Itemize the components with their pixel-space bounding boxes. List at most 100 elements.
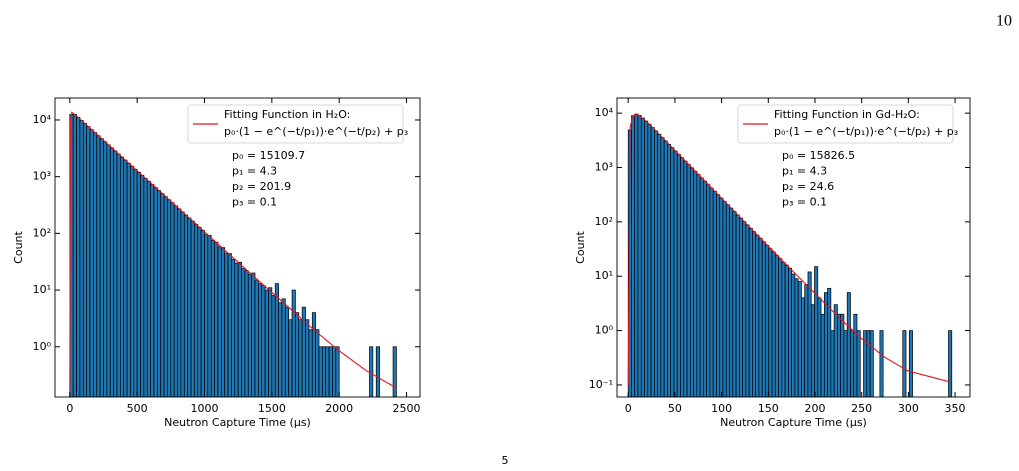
- y-tick-label: 10¹: [33, 283, 51, 296]
- x-tick-label: 100: [711, 402, 732, 415]
- bar: [82, 123, 88, 397]
- bar: [322, 346, 327, 397]
- bar: [190, 220, 195, 397]
- chart: 0 50 100 150 200 250 300 350 10⁻¹ 10⁰ 10¹ 10² 10³ 10⁴…: [574, 97, 971, 429]
- plot-frame: [616, 97, 971, 398]
- bar: [725, 204, 730, 397]
- y-tick-label: 10³: [595, 161, 613, 174]
- x-tick-label: 1000: [191, 402, 219, 415]
- bar: [231, 258, 236, 397]
- x-tick-label: 150: [758, 402, 779, 415]
- x-axis-label: Neutron Capture Time (μs): [720, 416, 867, 429]
- bar: [752, 231, 757, 397]
- legend-formula: p₀·(1 − e^(−t/p₁))·e^(−t/p₂) + p₃: [224, 125, 408, 138]
- bar: [204, 234, 209, 397]
- bar: [86, 126, 91, 397]
- bar: [686, 164, 691, 397]
- bar: [217, 246, 222, 397]
- bar: [742, 221, 747, 397]
- bar: [908, 330, 913, 397]
- bar: [771, 251, 776, 397]
- bar: [761, 241, 766, 397]
- bar: [722, 201, 727, 397]
- bar: [817, 297, 822, 397]
- bar: [264, 289, 269, 397]
- x-tick-label: 1500: [258, 402, 286, 415]
- legend-box: [737, 104, 954, 144]
- bar: [241, 268, 246, 397]
- y-axis-label: Count: [574, 230, 587, 263]
- bar: [654, 130, 658, 397]
- bar: [133, 168, 138, 397]
- y-tick-label: 10⁰: [33, 340, 52, 353]
- bar: [680, 157, 685, 397]
- bar: [699, 177, 704, 397]
- bar: [637, 115, 642, 397]
- fit-parameter: p₀ = 15826.5: [782, 149, 855, 162]
- x-tick-label: 300: [898, 402, 919, 415]
- bar: [305, 319, 310, 397]
- bar: [807, 271, 812, 397]
- x-tick-label: 200: [804, 402, 825, 415]
- legend-label: Fitting Function in H₂O:: [224, 108, 350, 121]
- bar: [670, 147, 675, 397]
- legend-label: Fitting Function in Gd-H₂O:: [774, 108, 920, 121]
- bar: [774, 255, 779, 397]
- legend-box: [187, 104, 404, 144]
- y-tick-label: 10⁴: [33, 113, 52, 126]
- bar: [278, 302, 283, 397]
- bar: [748, 227, 753, 397]
- bar: [194, 223, 199, 397]
- fit-parameter: p₃ = 0.1: [232, 196, 277, 209]
- bar: [833, 304, 838, 397]
- bar: [130, 165, 135, 397]
- bar: [153, 187, 158, 397]
- bar: [784, 264, 789, 397]
- bar: [247, 273, 252, 397]
- bar: [696, 174, 701, 397]
- bar: [794, 278, 799, 397]
- bar: [163, 196, 168, 397]
- bar: [375, 346, 380, 397]
- bar: [160, 193, 165, 397]
- bar: [948, 330, 953, 397]
- fit-parameter: p₁ = 4.3: [232, 165, 277, 178]
- y-tick-label: 10⁴: [595, 106, 614, 119]
- plot-frame: [54, 97, 421, 398]
- bar: [673, 150, 678, 397]
- fit-parameter: p₂ = 201.9: [232, 180, 291, 193]
- x-tick-label: 2500: [393, 402, 421, 415]
- bar: [846, 292, 851, 397]
- bar: [703, 180, 708, 397]
- bar: [214, 241, 219, 397]
- bar: [667, 144, 672, 397]
- bar: [693, 170, 698, 397]
- bar: [729, 207, 734, 397]
- bar: [150, 184, 155, 397]
- bar: [237, 261, 242, 397]
- bar: [140, 175, 145, 397]
- bar: [820, 313, 825, 397]
- bar: [126, 162, 131, 397]
- bar: [288, 319, 293, 397]
- bar: [332, 346, 337, 397]
- bar: [183, 214, 189, 397]
- bar: [244, 270, 249, 397]
- x-tick-label: 2000: [325, 402, 353, 415]
- bar: [788, 267, 792, 397]
- x-tick-label: 350: [945, 402, 966, 415]
- bar: [187, 217, 192, 397]
- bar: [109, 147, 114, 397]
- bar: [136, 171, 141, 397]
- fit-parameter: p₀ = 15109.7: [232, 149, 305, 162]
- bar: [96, 135, 101, 397]
- bar: [735, 214, 740, 397]
- bar: [197, 226, 202, 397]
- bar: [657, 133, 662, 397]
- bar: [850, 330, 855, 397]
- bar: [325, 346, 330, 397]
- bar: [335, 346, 340, 397]
- bar: [732, 211, 737, 397]
